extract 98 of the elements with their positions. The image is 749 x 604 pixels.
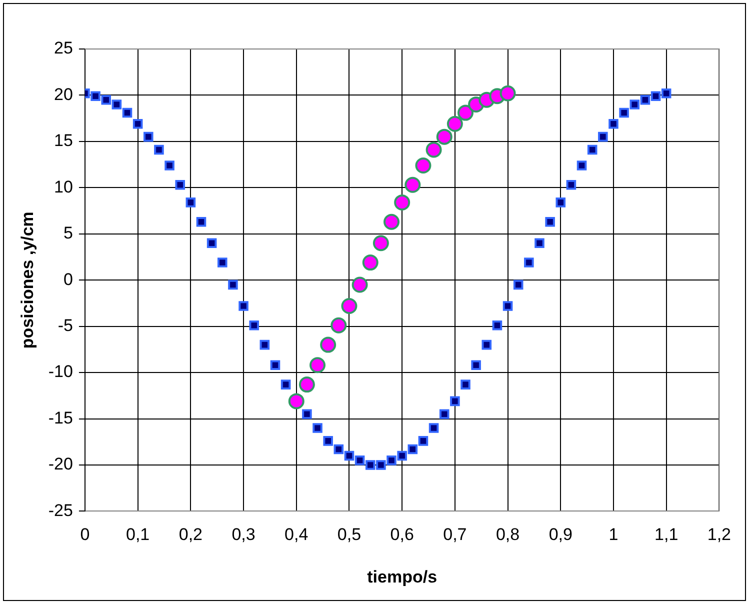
point [238,301,248,311]
y-tick-label: -25 [48,500,73,520]
point [344,450,354,461]
point [556,198,566,208]
point [460,380,470,390]
point [397,450,407,461]
point [408,444,418,454]
point [362,254,378,271]
point [298,376,315,393]
point [394,194,410,210]
point [661,88,672,98]
x-tick-label: 1,1 [654,525,678,544]
point [323,436,333,446]
point [365,460,376,470]
x-tick-label: 0,7 [443,525,467,544]
point [260,340,270,350]
point [312,423,322,433]
point [576,160,587,170]
x-tick-label: 0 [80,525,90,544]
point [404,176,421,193]
point [513,280,524,290]
point [450,396,460,406]
point [228,280,238,290]
y-tick-label: 10 [54,177,73,196]
point [90,91,100,102]
point [415,157,432,174]
point [619,108,629,118]
point [598,132,608,142]
point [640,94,650,105]
point [376,460,386,470]
point [524,258,534,268]
point [352,276,368,293]
y-tick-label: 15 [54,131,73,150]
point [428,423,439,433]
x-tick-label: 0,4 [284,525,308,544]
y-tick-label: -15 [48,408,73,428]
point [566,180,576,190]
point [482,340,492,350]
x-tick-label: 0,5 [337,525,362,544]
point [446,116,463,132]
point [500,85,516,102]
x-tick-label: 1,2 [707,525,732,544]
point [175,180,185,190]
point [217,258,228,268]
point [270,360,280,370]
point [439,409,450,420]
point [186,198,196,208]
point [206,238,217,248]
point [302,409,312,420]
point [144,132,154,142]
y-tick-label: 20 [54,84,73,104]
y-tick-label: -5 [58,316,73,336]
point [288,393,304,410]
point [630,100,640,110]
y-tick-label: -20 [48,454,73,474]
point [386,455,396,466]
point [320,336,336,353]
point [196,216,206,227]
point [534,238,544,248]
point [372,235,389,252]
y-tick-label: 5 [64,224,73,243]
point [330,317,347,334]
point [545,216,555,227]
point [471,360,481,370]
point [587,144,598,155]
point [650,91,661,102]
x-tick-label: 0,9 [548,525,572,544]
x-tick-label: 0,3 [232,525,256,544]
y-axis-title: posiciones ,y/cm [18,212,37,349]
y-tick-label: 25 [54,38,73,58]
point [502,301,513,311]
point [492,320,502,330]
point [458,104,474,121]
point [426,142,442,158]
x-tick-label: 0,6 [390,525,414,544]
point [608,118,618,129]
y-tick-label: -10 [48,362,73,382]
x-tick-label: 0,8 [496,525,520,544]
y-tick-label: 0 [64,270,73,289]
point [249,320,259,330]
point [132,118,143,129]
point [418,436,428,446]
point [154,144,164,155]
point [334,444,344,454]
point [122,108,132,118]
point [164,160,174,170]
point [101,94,111,105]
point [354,455,365,466]
point [310,357,326,374]
point [280,380,291,390]
point [341,298,358,314]
x-tick-label: 0,2 [178,525,202,544]
x-tick-label: 0,1 [126,525,150,544]
x-axis-title: tiempo/s [367,567,438,586]
point [384,214,400,230]
point [436,128,452,145]
x-tick-label: 1 [608,525,618,544]
point [112,100,122,110]
